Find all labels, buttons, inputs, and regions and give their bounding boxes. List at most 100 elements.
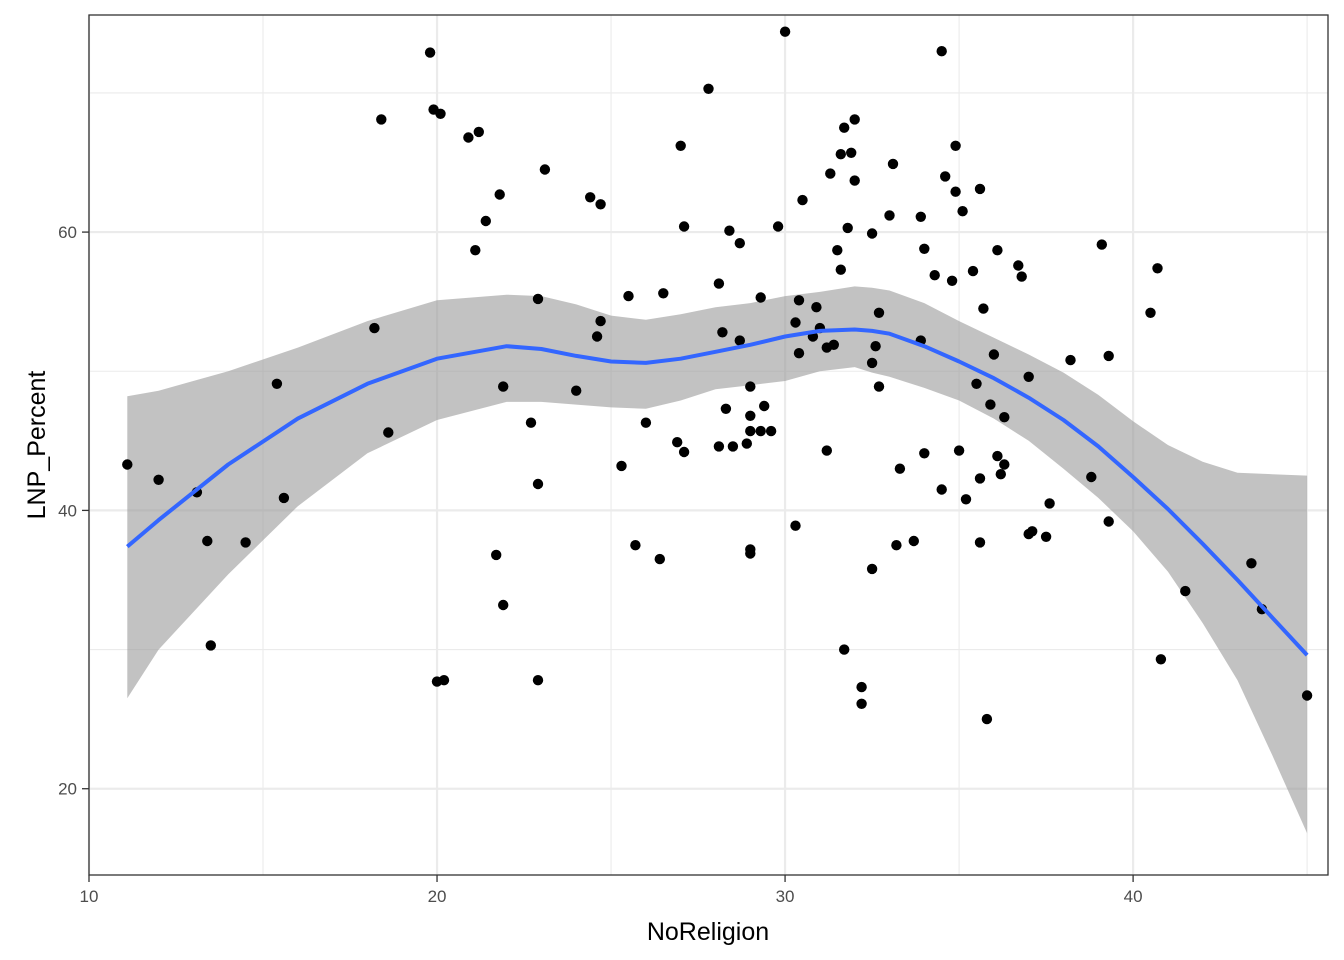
data-point <box>494 189 505 200</box>
axis-ticks: 10 20 30 40 20 40 60 <box>58 223 1142 906</box>
data-point <box>122 459 133 470</box>
data-point <box>790 520 801 531</box>
data-point <box>498 381 509 392</box>
data-point <box>703 83 714 95</box>
data-point <box>678 446 690 458</box>
data-point <box>936 484 947 495</box>
data-point <box>532 478 544 490</box>
data-point <box>755 425 766 437</box>
data-point <box>988 349 1000 360</box>
data-point <box>498 599 509 611</box>
y-tick-label: 60 <box>58 223 77 242</box>
data-point <box>630 540 641 551</box>
data-point <box>745 548 756 559</box>
data-point <box>1065 354 1076 366</box>
data-point <box>894 463 906 474</box>
data-point <box>873 307 885 318</box>
data-point <box>793 295 805 306</box>
data-point <box>271 378 283 389</box>
data-points <box>122 26 1313 725</box>
data-point <box>571 385 582 396</box>
data-point <box>376 114 387 125</box>
data-point <box>745 425 756 437</box>
data-point <box>1016 271 1027 282</box>
data-point <box>745 381 756 392</box>
data-point <box>779 26 791 37</box>
data-point <box>473 126 484 138</box>
data-point <box>849 175 860 186</box>
data-point <box>856 698 867 709</box>
data-point <box>825 168 836 179</box>
data-point <box>790 317 801 328</box>
data-point <box>839 644 850 655</box>
data-point <box>953 445 965 456</box>
y-tick-label: 20 <box>58 780 77 799</box>
data-point <box>480 215 491 227</box>
data-point <box>1103 516 1114 527</box>
data-point <box>717 327 728 338</box>
data-point <box>873 381 885 392</box>
data-point <box>950 140 961 151</box>
data-point <box>919 448 930 459</box>
data-point <box>967 265 979 277</box>
data-point <box>1096 239 1108 250</box>
data-point <box>595 199 606 210</box>
data-point <box>724 225 735 236</box>
data-point <box>463 132 474 143</box>
data-point <box>908 535 919 547</box>
data-point <box>240 537 251 548</box>
data-point <box>1180 585 1191 597</box>
data-point <box>957 206 968 217</box>
data-point <box>950 186 961 197</box>
data-point <box>866 228 878 239</box>
data-point <box>978 303 989 314</box>
data-point <box>491 549 502 561</box>
data-point <box>205 640 216 651</box>
data-point <box>849 114 860 125</box>
data-point <box>974 537 986 548</box>
data-point <box>672 437 683 448</box>
data-point <box>424 47 436 58</box>
data-point <box>842 222 853 234</box>
data-point <box>915 211 926 222</box>
data-point <box>532 675 544 686</box>
data-point <box>435 108 446 120</box>
data-point <box>793 348 805 359</box>
data-point <box>1246 558 1257 569</box>
x-axis-title: NoReligion <box>647 918 769 946</box>
data-point <box>383 427 394 438</box>
data-point <box>884 210 895 221</box>
data-point <box>713 441 725 452</box>
data-point <box>595 315 606 327</box>
data-point <box>727 441 739 452</box>
data-point <box>1145 307 1156 318</box>
data-point <box>1044 498 1055 509</box>
data-point <box>995 469 1006 480</box>
data-point <box>640 417 652 428</box>
data-point <box>974 473 986 484</box>
data-point <box>1013 260 1024 271</box>
data-point <box>846 147 857 158</box>
y-axis-title: LNP_Percent <box>23 371 51 520</box>
data-point <box>616 460 627 472</box>
data-point <box>278 492 290 504</box>
data-point <box>539 164 551 175</box>
y-tick-label: 40 <box>58 501 77 520</box>
data-point <box>1301 690 1313 701</box>
confidence-ribbon <box>127 286 1308 834</box>
data-point <box>591 331 603 342</box>
data-point <box>919 243 930 254</box>
data-point <box>887 158 899 170</box>
data-point <box>999 412 1010 423</box>
data-point <box>960 494 972 505</box>
data-point <box>835 149 846 160</box>
data-point <box>438 675 450 686</box>
data-point <box>585 192 596 203</box>
data-point <box>153 474 164 485</box>
data-point <box>470 245 481 256</box>
data-point <box>946 275 958 286</box>
data-point <box>999 459 1010 470</box>
data-point <box>658 288 669 299</box>
data-point <box>1027 526 1038 537</box>
